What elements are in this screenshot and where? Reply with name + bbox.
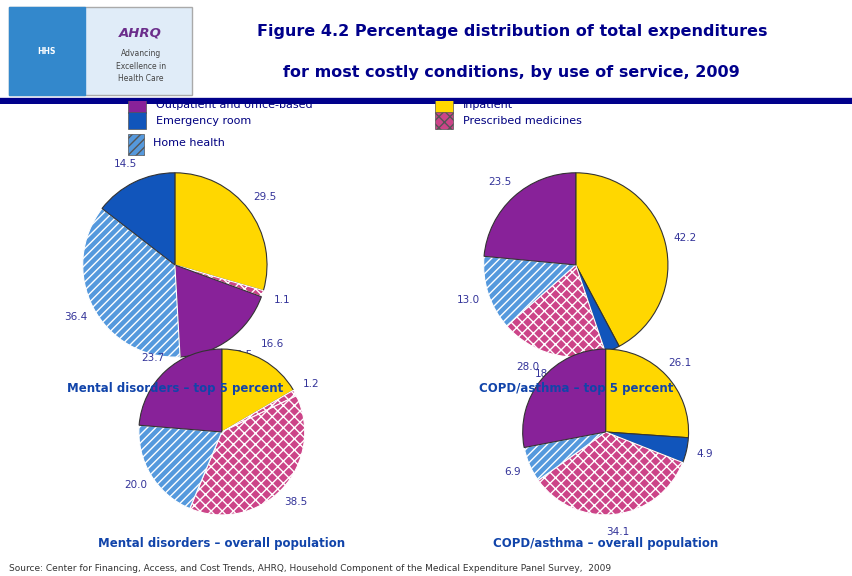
Wedge shape bbox=[139, 425, 222, 509]
Text: Emergency room: Emergency room bbox=[155, 116, 250, 126]
Bar bbox=[9, 7, 85, 96]
Text: COPD/asthma – top 5 percent: COPD/asthma – top 5 percent bbox=[478, 382, 672, 395]
Wedge shape bbox=[506, 265, 605, 357]
Wedge shape bbox=[83, 209, 180, 357]
FancyBboxPatch shape bbox=[9, 7, 192, 96]
Wedge shape bbox=[175, 173, 267, 291]
Text: COPD/asthma – overall population: COPD/asthma – overall population bbox=[492, 537, 717, 550]
Text: Prescribed medicines: Prescribed medicines bbox=[462, 116, 581, 126]
Wedge shape bbox=[190, 396, 304, 515]
Text: HHS: HHS bbox=[37, 47, 56, 56]
Text: 29.5: 29.5 bbox=[253, 192, 276, 202]
FancyBboxPatch shape bbox=[128, 134, 144, 155]
Text: 38.5: 38.5 bbox=[284, 497, 307, 506]
Wedge shape bbox=[538, 432, 682, 515]
Text: Source: Center for Financing, Access, and Cost Trends, AHRQ, Household Component: Source: Center for Financing, Access, an… bbox=[9, 564, 610, 573]
Text: 28.0: 28.0 bbox=[515, 362, 538, 373]
Text: 34.1: 34.1 bbox=[606, 528, 629, 537]
Text: 6.9: 6.9 bbox=[504, 467, 521, 477]
Wedge shape bbox=[522, 349, 605, 448]
Text: 4.9: 4.9 bbox=[695, 449, 711, 460]
Text: 26.1: 26.1 bbox=[667, 358, 690, 368]
Text: Mental disorders – top 5 percent: Mental disorders – top 5 percent bbox=[66, 382, 283, 395]
Text: Mental disorders – overall population: Mental disorders – overall population bbox=[98, 537, 345, 550]
Wedge shape bbox=[175, 265, 261, 357]
Text: Figure 4.2 Percentage distribution of total expenditures: Figure 4.2 Percentage distribution of to… bbox=[256, 24, 766, 39]
Text: AHRQ: AHRQ bbox=[119, 26, 162, 40]
Wedge shape bbox=[222, 390, 296, 432]
FancyBboxPatch shape bbox=[435, 96, 453, 113]
Text: Inpatient: Inpatient bbox=[462, 100, 512, 110]
Text: 14.5: 14.5 bbox=[113, 159, 137, 169]
Wedge shape bbox=[222, 349, 293, 432]
Text: Health Care: Health Care bbox=[118, 74, 164, 84]
Text: Advancing: Advancing bbox=[120, 50, 161, 58]
Text: 2.6: 2.6 bbox=[612, 363, 628, 373]
Wedge shape bbox=[605, 349, 688, 438]
Text: 1.2: 1.2 bbox=[302, 380, 319, 389]
Text: 36.4: 36.4 bbox=[64, 312, 87, 322]
Wedge shape bbox=[523, 432, 605, 480]
Text: 18.7: 18.7 bbox=[534, 369, 558, 378]
FancyBboxPatch shape bbox=[128, 96, 147, 113]
FancyBboxPatch shape bbox=[435, 112, 453, 130]
Wedge shape bbox=[139, 349, 222, 432]
Text: 1.1: 1.1 bbox=[273, 295, 290, 305]
Text: Excellence in: Excellence in bbox=[116, 62, 165, 71]
Text: 42.2: 42.2 bbox=[672, 233, 696, 242]
Wedge shape bbox=[575, 265, 619, 353]
Wedge shape bbox=[605, 432, 688, 463]
Text: 23.7: 23.7 bbox=[141, 353, 164, 362]
Text: 20.0: 20.0 bbox=[124, 480, 147, 490]
Text: for most costly conditions, by use of service, 2009: for most costly conditions, by use of se… bbox=[283, 65, 740, 80]
Wedge shape bbox=[575, 173, 667, 346]
Text: 18.5: 18.5 bbox=[230, 350, 253, 361]
Text: 23.5: 23.5 bbox=[488, 177, 511, 187]
Wedge shape bbox=[483, 256, 575, 326]
Text: Home health: Home health bbox=[153, 138, 225, 148]
Text: 13.0: 13.0 bbox=[457, 295, 480, 305]
Wedge shape bbox=[102, 173, 175, 265]
FancyBboxPatch shape bbox=[128, 112, 147, 130]
Text: Outpatient and office-based: Outpatient and office-based bbox=[155, 100, 312, 110]
Wedge shape bbox=[175, 265, 263, 297]
Text: 16.6: 16.6 bbox=[260, 339, 284, 349]
Wedge shape bbox=[483, 173, 575, 265]
